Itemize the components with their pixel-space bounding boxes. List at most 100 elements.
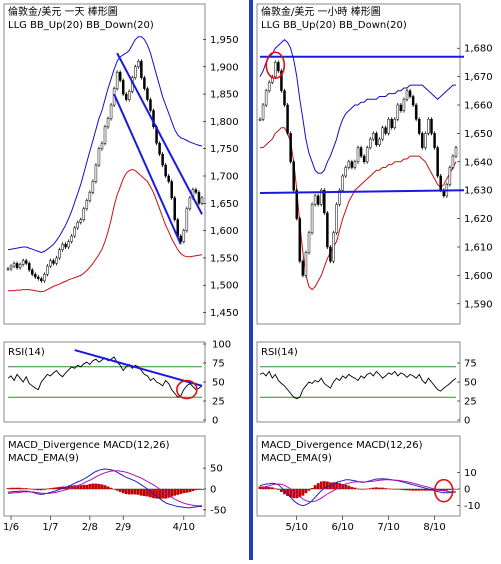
left-price-candle xyxy=(97,148,101,166)
left-macd-divergence-bar xyxy=(21,488,25,489)
right-price-candle xyxy=(411,96,415,106)
left-price-candle xyxy=(197,192,201,204)
left-rsi-y-axis: 100 75 50 25 0 xyxy=(203,340,231,427)
right-rsi-series xyxy=(259,366,457,400)
right-macd-divergence-bar xyxy=(270,487,274,489)
right-price-candle xyxy=(365,147,369,163)
right-macd-divergence-bar xyxy=(316,483,320,489)
left-macd-divergence-bar xyxy=(27,488,31,490)
right-macd-divergence-bar xyxy=(301,489,305,496)
right-price-candle xyxy=(448,167,452,185)
left-macd-divergence-bar xyxy=(170,489,174,497)
right-macd-divergence-bar xyxy=(335,482,338,489)
left-macd-divergence-bar xyxy=(18,487,22,489)
right-price-candle xyxy=(267,82,271,92)
left-macd-divergence-bar xyxy=(167,489,171,498)
right-macd-divergence-bar xyxy=(399,489,403,490)
right-macd-divergence-bar xyxy=(359,489,363,490)
left-price-tick-label: 1,900 xyxy=(210,62,239,73)
left-price-candle xyxy=(70,235,73,242)
right-price-candle xyxy=(451,155,455,168)
right-price-candle xyxy=(393,118,396,128)
right-price-candle xyxy=(390,118,393,128)
left-macd-divergence-bar xyxy=(24,488,28,489)
left-macd-divergence-bar xyxy=(79,485,83,489)
left-price-candle xyxy=(103,126,107,144)
left-price-candle xyxy=(88,192,92,201)
right-price-tick-label: 1,650 xyxy=(464,129,493,140)
left-price-candle xyxy=(146,88,149,100)
left-downtrend-line-upper xyxy=(116,52,203,215)
left-price-tick-label: 1,700 xyxy=(210,172,239,183)
right-rsi-tick-label: 50 xyxy=(464,378,477,389)
right-price-candle xyxy=(427,118,430,134)
left-x-tick-label: 1/6 xyxy=(3,522,19,533)
left-rsi-tick-label: 75 xyxy=(212,359,225,370)
right-price-tick-label: 1,660 xyxy=(464,101,493,112)
left-price-candle xyxy=(27,263,31,271)
left-macd-divergence-bar xyxy=(52,487,55,489)
left-macd-divergence-bar xyxy=(130,489,134,495)
right-macd-divergence-bar xyxy=(442,489,446,491)
right-price-tick-label: 1,630 xyxy=(464,186,493,197)
right-price-candle xyxy=(341,175,344,191)
right-price-candle xyxy=(402,99,406,111)
left-rsi-panel xyxy=(3,341,206,423)
right-price-candle xyxy=(356,147,360,163)
left-macd-divergence-bar xyxy=(118,489,122,492)
right-macd-divergence-bar xyxy=(423,489,427,491)
right-price-candle xyxy=(338,189,341,205)
right-price-series xyxy=(258,39,458,291)
right-macd-divergence-bar xyxy=(381,487,384,489)
left-macd-divergence-bar xyxy=(179,489,183,494)
right-macd-divergence-bar xyxy=(276,489,280,490)
right-price-candle xyxy=(414,104,418,120)
left-macd-divergence-bar xyxy=(133,489,137,495)
right-price-candle xyxy=(430,118,433,134)
left-price-candle xyxy=(43,274,46,282)
left-rsi-tick-label: 100 xyxy=(212,340,231,351)
right-x-tick-label: 6/10 xyxy=(331,522,353,533)
right-x-tick-label: 5/10 xyxy=(286,522,308,533)
right-rsi-tick-label: 0 xyxy=(464,416,470,427)
left-price-tick-label: 1,650 xyxy=(210,199,239,210)
right-macd-divergence-bar xyxy=(350,487,354,489)
right-price-candle xyxy=(332,232,335,262)
left-macd-divergence-bar xyxy=(9,487,13,489)
left-price-candle xyxy=(24,260,28,264)
left-price-candle xyxy=(40,278,43,282)
right-x-axis: 5/10 6/10 7/10 8/10 xyxy=(286,516,446,533)
left-macd-tick-label: 50 xyxy=(210,464,223,475)
right-price-candle xyxy=(320,189,323,205)
left-price-candle xyxy=(140,61,143,78)
left-macd-divergence-bar xyxy=(139,489,143,496)
left-macd-divergence-bar xyxy=(58,486,61,489)
right-macd-divergence-bar xyxy=(273,488,277,489)
left-macd-divergence-bar xyxy=(173,489,177,496)
left-bb-down-line xyxy=(8,168,203,293)
right-macd-divergence-bar xyxy=(365,488,369,490)
left-price-tick-label: 1,850 xyxy=(210,90,239,101)
right-price-candle xyxy=(277,62,280,72)
left-macd-divergence-bar xyxy=(182,489,186,494)
left-price-title: 倫敦金/美元 一天 棒形圖 xyxy=(8,5,118,18)
left-price-panel xyxy=(3,3,206,325)
right-price-candle xyxy=(344,167,347,177)
right-macd-divergence-bar xyxy=(332,482,335,489)
left-macd-divergence-bar xyxy=(30,489,34,490)
left-price-candle xyxy=(91,181,95,193)
left-price-tick-label: 1,550 xyxy=(210,253,239,264)
right-price-y-axis: 1,680 1,670 1,660 1,650 1,640 1,630 1,620 1,610… xyxy=(457,44,493,310)
right-price-candle xyxy=(424,133,427,148)
right-macd-label-2: MACD_EMA(9) xyxy=(261,453,332,464)
right-price-candle xyxy=(335,204,338,234)
left-price-candle xyxy=(128,91,131,100)
left-price-candle xyxy=(173,197,176,220)
right-price-candle xyxy=(433,133,436,148)
left-price-candle xyxy=(46,265,49,275)
right-x-tick-label: 7/10 xyxy=(377,522,399,533)
left-macd-divergence-bar xyxy=(155,489,158,499)
right-macd-divergence-bar xyxy=(344,484,348,489)
